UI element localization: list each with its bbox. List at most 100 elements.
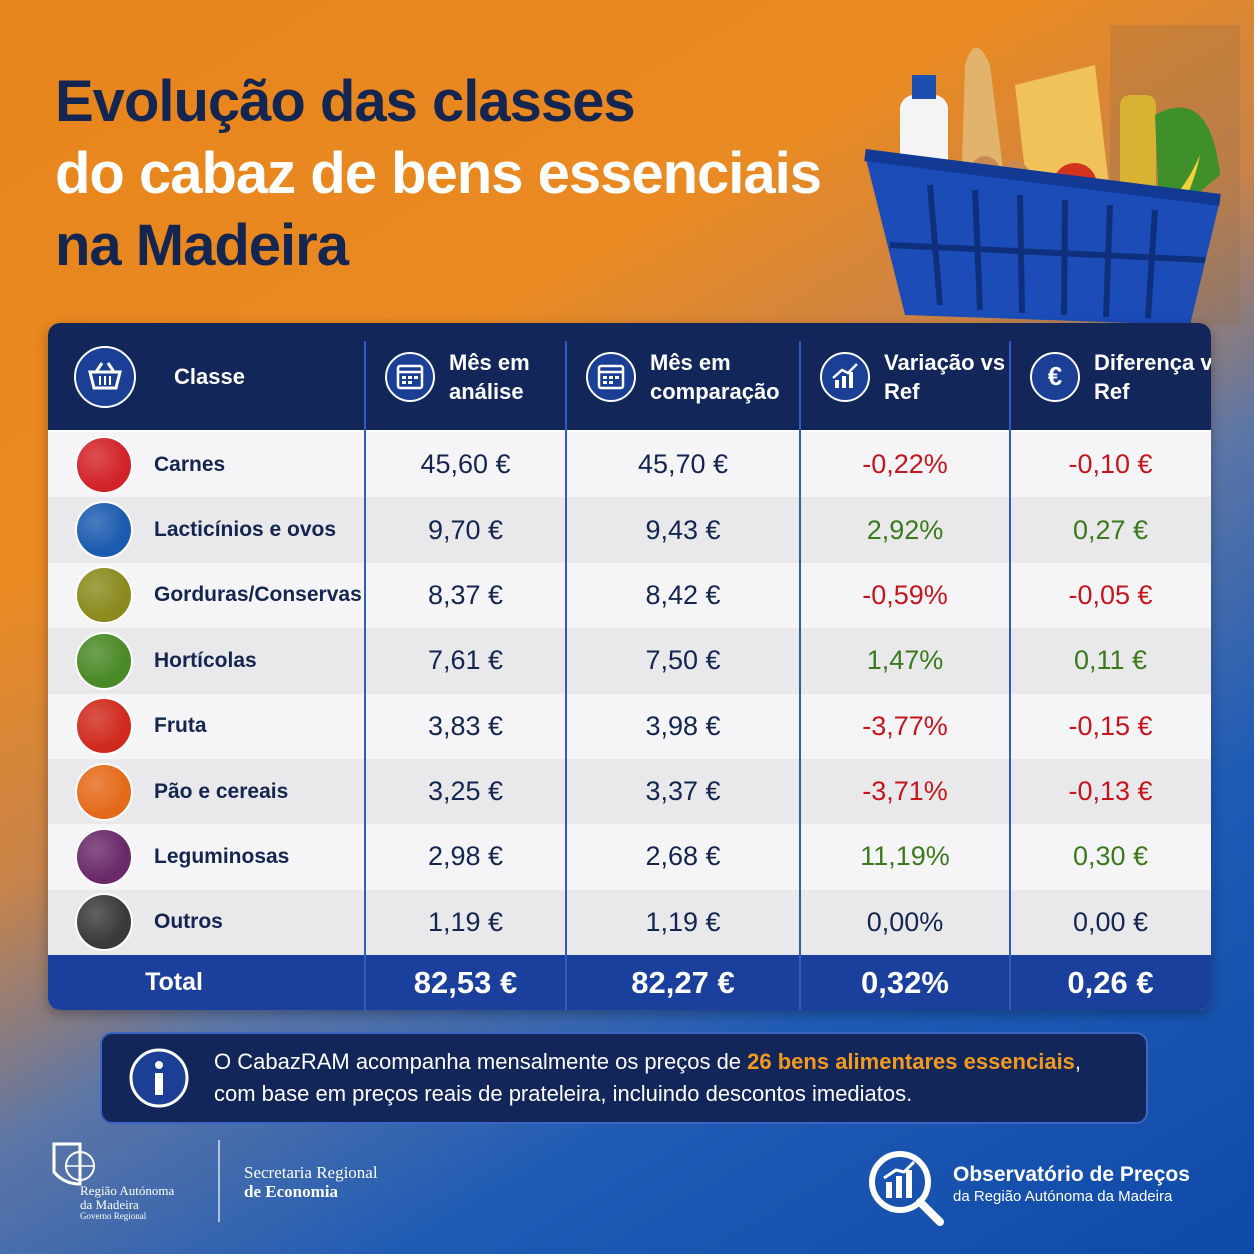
table-row: Gorduras/Conservas 8,37 € 8,42 € -0,59% -0,0…	[48, 562, 1211, 629]
row-value: 3,98 €	[645, 710, 721, 741]
row-value: 3,83 €	[427, 710, 504, 741]
row-value: -0,10 €	[1068, 449, 1153, 480]
header-label: Classe	[174, 364, 245, 389]
column-divider	[364, 341, 366, 1010]
table-total-row: Total 82,53 € 82,27 € 0,32% 0,26 €	[48, 955, 1211, 1010]
row-label: Outros	[154, 910, 223, 934]
total-value: 82,27 €	[631, 964, 735, 1000]
header-cell: Variação vs Ref	[820, 323, 1010, 430]
row-value: 2,68 €	[645, 841, 721, 872]
row-value: 2,98 €	[427, 841, 504, 872]
row-value: 3,25 €	[427, 776, 504, 807]
header-text: Classe	[174, 362, 245, 391]
row-value: -3,71%	[862, 776, 948, 807]
region-name: Região Autónoma	[80, 1183, 175, 1198]
row-value: 1,19 €	[645, 906, 721, 937]
row-icon	[75, 893, 133, 952]
total-label: Total	[145, 968, 203, 996]
row-icon	[75, 827, 133, 886]
row-icon	[75, 501, 133, 560]
row-value: 0,27 €	[1072, 514, 1149, 545]
table-header: Classe Mês em análise Mês em comparação Varia…	[48, 323, 1211, 430]
header-cell: € Diferença vs Ref	[1030, 323, 1211, 430]
row-value: -0,13 €	[1068, 776, 1153, 807]
row-icon	[75, 631, 133, 690]
total-value: 0,32%	[861, 964, 949, 1000]
svg-text:€: €	[1048, 360, 1062, 390]
row-value: 2,92%	[866, 514, 944, 545]
row-value: 3,37 €	[645, 776, 721, 807]
row-value: 7,61 €	[427, 645, 504, 676]
header-label: Mês em	[449, 349, 530, 375]
table-row: Leguminosas 2,98 € 2,68 € 11,19% 0,30 €	[48, 824, 1211, 890]
info-text: O CabazRAM acompanha mensalmente os preç…	[214, 1046, 1081, 1110]
header-label: Ref	[884, 378, 920, 404]
row-value: -0,59%	[862, 579, 948, 610]
row-value: 9,70 €	[427, 514, 504, 545]
total-value: 82,53 €	[413, 964, 518, 1000]
header-text: Mês em análise	[449, 348, 530, 406]
row-label: Fruta	[154, 714, 207, 738]
table-row: Outros 1,19 € 1,19 € 0,00% 0,00 €	[48, 889, 1211, 955]
footer-divider	[218, 1140, 220, 1222]
secretariat-name: Secretaria Regional	[244, 1163, 378, 1182]
row-value: -0,22%	[862, 449, 948, 480]
observatory-name: Observatório de Preços	[953, 1163, 1190, 1186]
table-row: Carnes 45,60 € 45,70 € -0,22% -0,10 €	[48, 432, 1211, 498]
row-value: 0,00 €	[1072, 906, 1149, 937]
header-cell: Mês em análise	[385, 323, 566, 430]
observatory-sub: da Região Autónoma da Madeira	[953, 1188, 1173, 1205]
row-label: Leguminosas	[154, 844, 290, 868]
title-line: do cabaz de bens essenciais	[55, 141, 822, 206]
row-value: 1,47%	[866, 645, 944, 676]
header-text: Variação vs Ref	[884, 348, 1005, 406]
header-text: Mês em comparação	[650, 348, 780, 406]
row-label: Carnes	[154, 452, 226, 476]
row-value: 45,60 €	[420, 449, 511, 480]
header-label: Mês em	[650, 349, 731, 375]
table-row: Hortícolas 7,61 € 7,50 € 1,47% 0,11 €	[48, 628, 1211, 694]
row-value: 8,37 €	[427, 579, 504, 610]
table-row: Pão e cereais 3,25 € 3,37 € -3,71% -0,13 €	[48, 758, 1211, 825]
basket-illustration	[864, 25, 1240, 325]
row-icon	[75, 566, 133, 625]
region-sub: Governo Regional	[80, 1211, 147, 1221]
row-icon	[75, 697, 133, 756]
row-value: 9,43 €	[645, 514, 721, 545]
info-highlight: 26 bens alimentares essenciais	[747, 1049, 1075, 1074]
header-label: Variação vs	[884, 349, 1006, 375]
title-line: na Madeira	[55, 213, 349, 278]
column-divider	[1009, 341, 1011, 1010]
column-divider	[565, 341, 567, 1010]
table-row: Fruta 3,83 € 3,98 € -3,77% -0,15 €	[48, 693, 1211, 759]
info-text-part: O CabazRAM acompanha mensalmente os preç…	[214, 1049, 748, 1074]
row-label: Lacticínios e ovos	[154, 518, 337, 542]
total-value: 0,26 €	[1067, 964, 1154, 1000]
row-icon	[75, 435, 133, 494]
header-label: comparação	[650, 378, 780, 404]
info-text-part: ,	[1074, 1049, 1082, 1074]
header-icon	[820, 351, 870, 402]
row-value: 0,00%	[866, 906, 944, 937]
header-label: Ref	[1094, 378, 1130, 404]
table-row: Lacticínios e ovos 9,70 € 9,43 € 2,92% 0,27 …	[48, 497, 1211, 563]
row-value: 1,19 €	[427, 906, 504, 937]
info-text-line: com base em preços reais de prateleira, …	[214, 1081, 913, 1106]
info-box: O CabazRAM acompanha mensalmente os preç…	[100, 1032, 1148, 1124]
row-value: 0,11 €	[1073, 645, 1148, 676]
header-text: Diferença vs Ref	[1094, 348, 1211, 406]
header-label: Diferença vs	[1094, 349, 1211, 375]
header-icon	[74, 345, 136, 408]
row-value: -0,15 €	[1068, 710, 1153, 741]
header-icon	[385, 351, 435, 402]
row-value: -3,77%	[862, 710, 948, 741]
table-body: Carnes 45,60 € 45,70 € -0,22% -0,10 € Lacticí…	[48, 432, 1211, 955]
row-label: Hortícolas	[154, 648, 257, 672]
price-table: Classe Mês em análise Mês em comparação Varia…	[48, 323, 1211, 1010]
row-value: -0,05 €	[1068, 579, 1153, 610]
info-icon	[129, 1048, 189, 1108]
header-icon: €	[1030, 351, 1080, 402]
row-icon	[75, 762, 133, 821]
row-label: Gorduras/Conservas	[154, 583, 362, 607]
